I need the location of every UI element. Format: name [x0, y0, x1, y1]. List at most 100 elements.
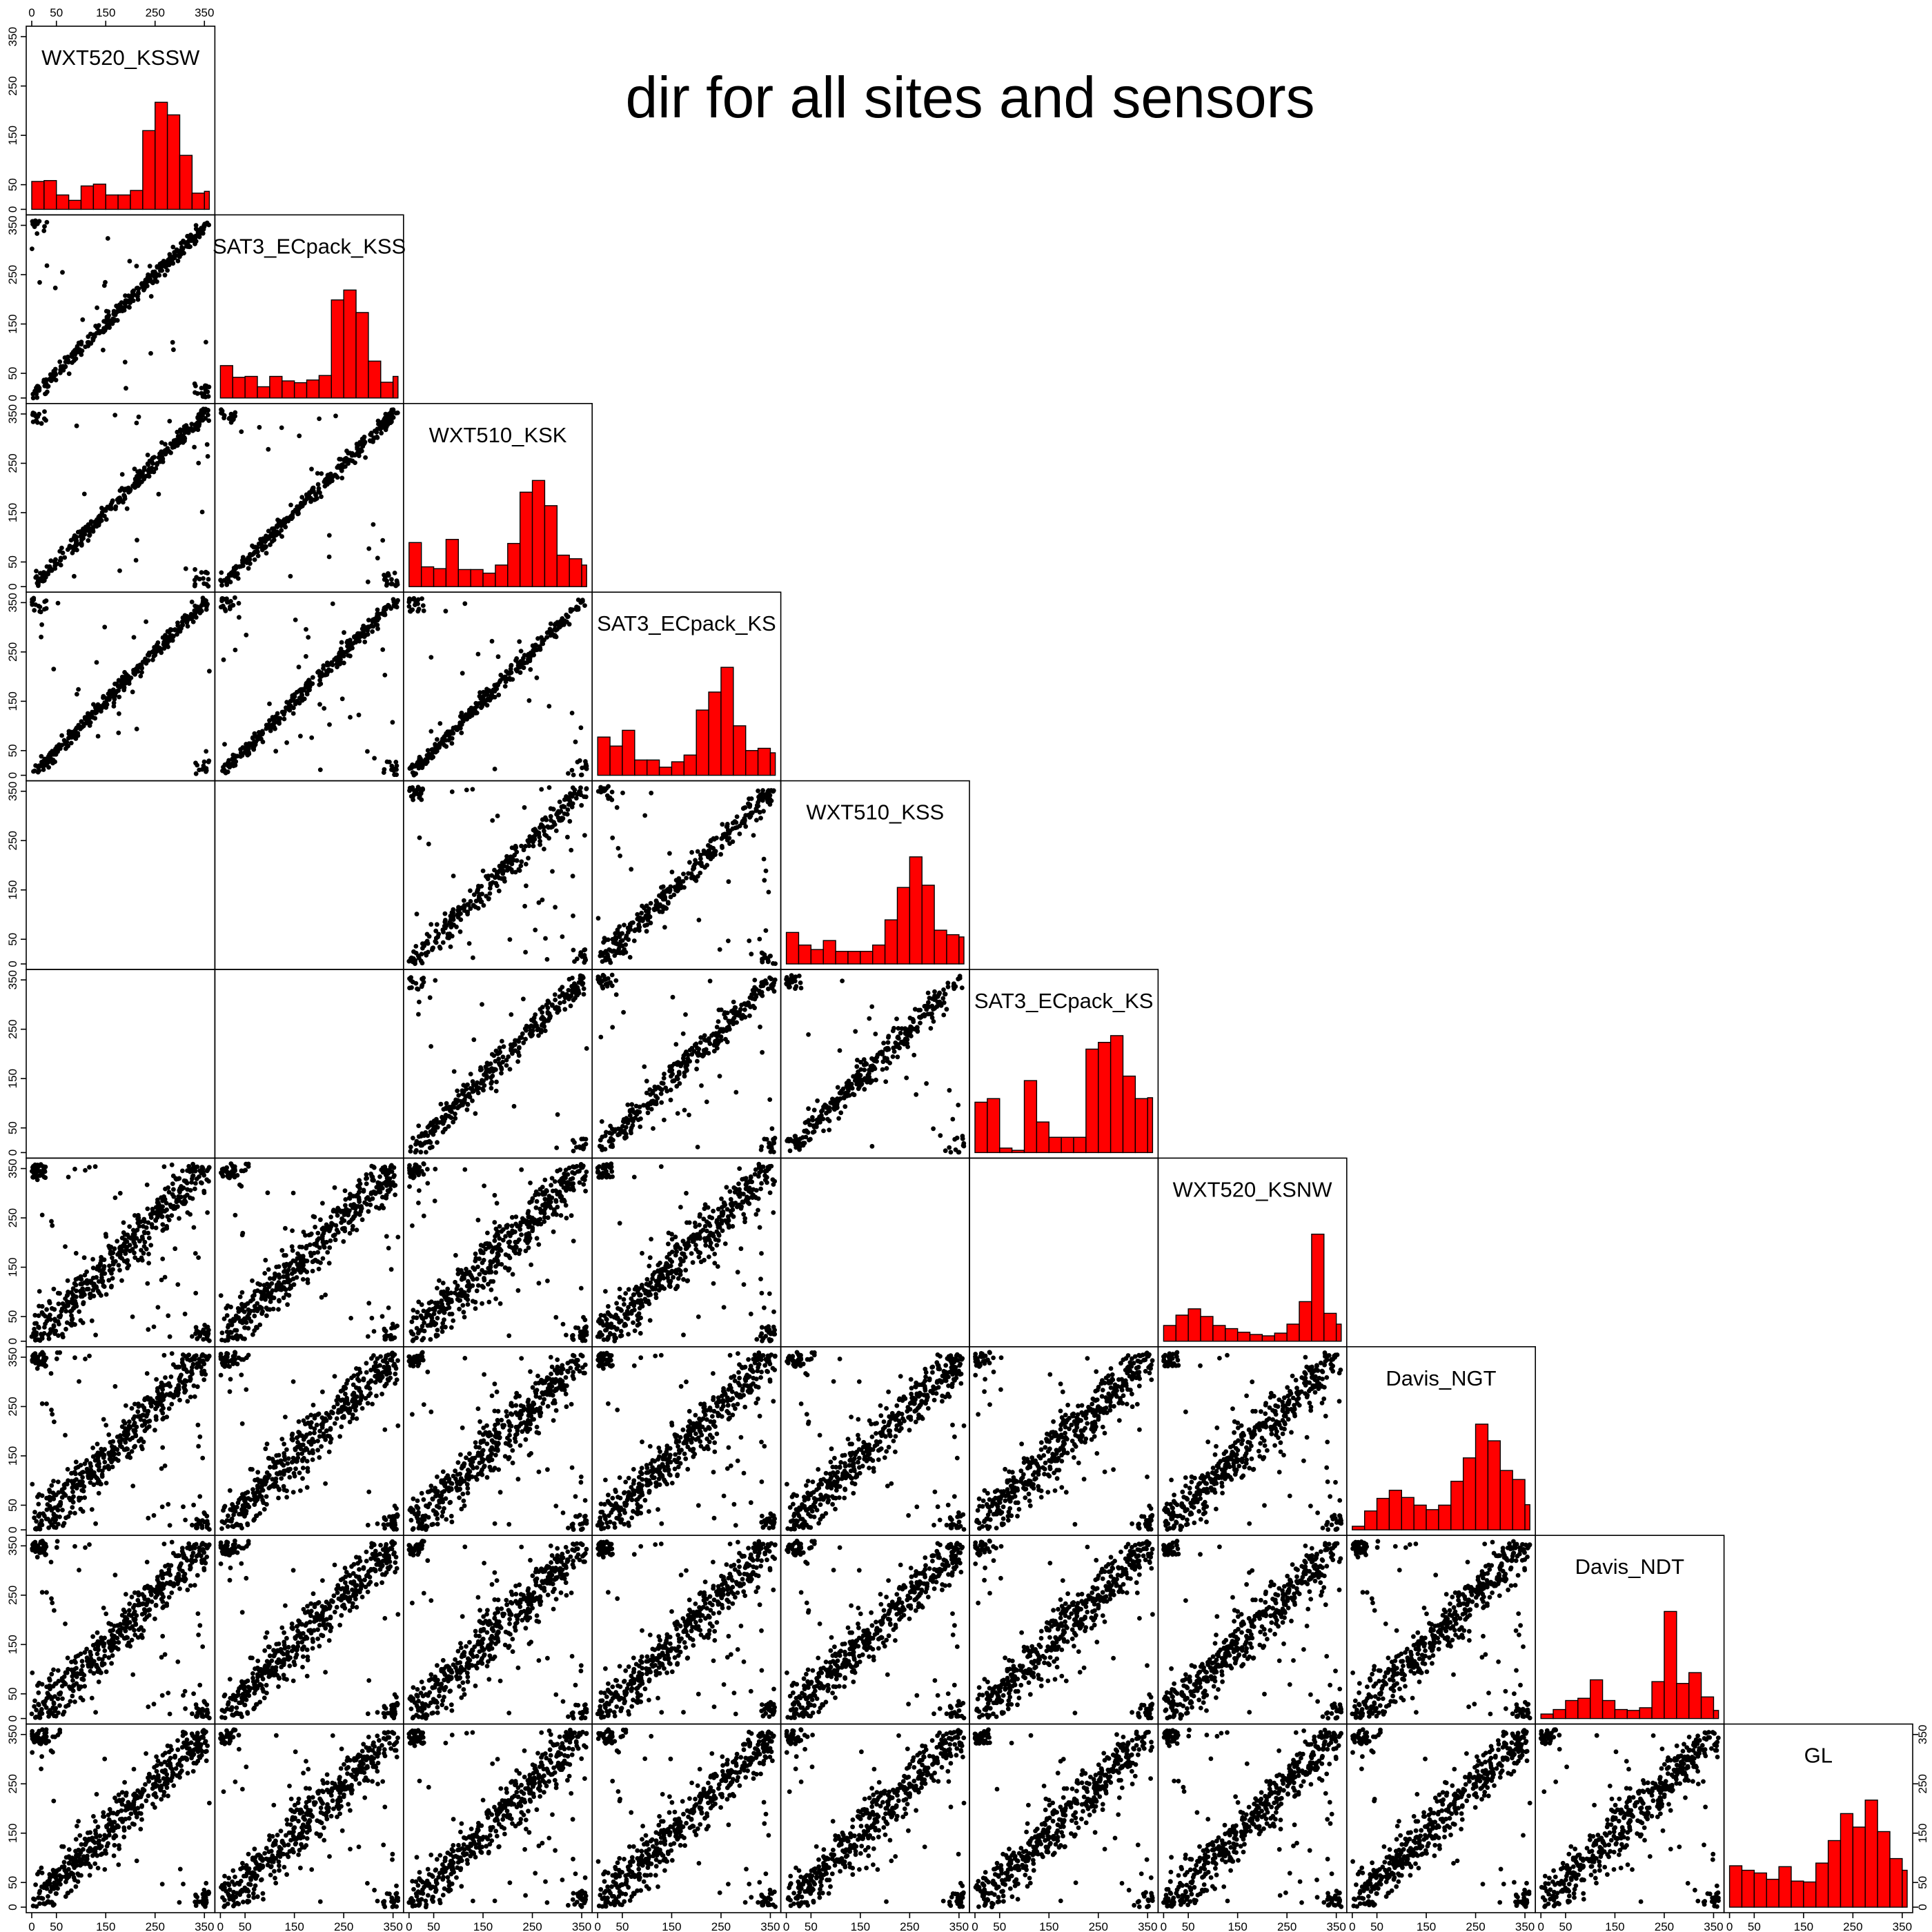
scatter-point — [68, 538, 74, 543]
scatter-point — [124, 1244, 130, 1250]
scatter-point — [90, 1265, 96, 1270]
scatter-point — [148, 351, 153, 356]
scatter-point — [199, 1181, 204, 1185]
scatter-point — [60, 1334, 66, 1340]
scatter-point — [394, 772, 399, 778]
scatter-point — [629, 867, 634, 872]
scatter-point — [116, 1263, 121, 1268]
scatter-point — [102, 624, 108, 630]
scatter-point — [283, 1225, 288, 1231]
scatter-point — [389, 411, 395, 416]
scatter-point — [645, 1105, 651, 1111]
scatter-point — [446, 1106, 451, 1111]
scatter-point — [694, 1066, 699, 1072]
scatter-point — [205, 408, 210, 413]
scatter-point — [192, 578, 197, 582]
scatter-point — [59, 1306, 65, 1312]
scatter-point — [110, 1255, 115, 1261]
scatter-point — [356, 712, 362, 718]
scatter-point — [885, 1045, 891, 1051]
scatter-point — [468, 1072, 473, 1076]
scatter-point — [553, 1006, 558, 1011]
scatter-point — [141, 1223, 146, 1229]
scatter-point — [599, 1119, 604, 1124]
scatter-point — [82, 715, 88, 720]
scatter-point — [381, 607, 386, 613]
scatter-point — [117, 1268, 122, 1273]
scatter-point — [266, 1267, 271, 1272]
hist-bar — [343, 289, 357, 399]
scatter-point — [406, 598, 412, 602]
scatter-point — [767, 954, 773, 959]
scatter-point — [891, 1049, 897, 1054]
scatter-point — [246, 749, 251, 755]
scatter-point — [577, 980, 582, 985]
scatter-point — [321, 663, 326, 668]
scatter-point — [273, 716, 277, 720]
scatter-point — [146, 472, 151, 477]
scatter-point — [621, 1117, 627, 1122]
scatter-point — [948, 1150, 954, 1155]
scatter-point — [557, 994, 562, 999]
scatter-point — [495, 682, 501, 688]
scatter-point — [119, 300, 124, 305]
scatter-point — [451, 1119, 456, 1125]
scatter-point — [119, 486, 125, 491]
scatter-point — [202, 1330, 207, 1336]
scatter-point — [362, 639, 368, 644]
scatter-point — [647, 906, 651, 911]
scatter-point — [537, 644, 542, 649]
panel-2-0 — [26, 402, 216, 593]
scatter-point — [125, 1258, 130, 1263]
scatter-point — [159, 1277, 164, 1283]
hist-bar — [798, 944, 812, 965]
scatter-point — [184, 613, 190, 619]
scatter-point — [433, 743, 438, 748]
scatter-point — [639, 910, 644, 916]
hist-bar — [43, 179, 57, 210]
scatter-point — [39, 753, 44, 759]
scatter-point — [536, 900, 542, 905]
scatter-point — [141, 467, 147, 473]
scatter-point — [228, 1161, 234, 1166]
scatter-point — [668, 884, 673, 889]
scatter-point — [79, 339, 84, 344]
scatter-point — [644, 929, 649, 934]
scatter-point — [502, 684, 508, 689]
hist-bar — [1048, 1136, 1062, 1154]
scatter-point — [75, 1276, 81, 1281]
scatter-point — [97, 517, 102, 522]
scatter-point — [39, 1212, 45, 1218]
scatter-point — [485, 698, 491, 702]
scatter-point — [465, 1102, 471, 1107]
scatter-point — [669, 869, 675, 875]
scatter-point — [898, 1030, 903, 1036]
scatter-point — [667, 1068, 672, 1074]
scatter-point — [566, 802, 571, 807]
scatter-point — [115, 1239, 120, 1244]
hist-bar — [683, 754, 697, 776]
scatter-point — [762, 1136, 767, 1142]
scatter-point — [293, 618, 298, 622]
scatter-point — [89, 1318, 95, 1323]
scatter-point — [97, 331, 102, 335]
scatter-point — [414, 911, 420, 917]
scatter-point — [259, 736, 264, 742]
scatter-point — [416, 607, 422, 612]
scatter-point — [509, 1012, 514, 1017]
scatter-point — [124, 386, 128, 391]
scatter-point — [164, 449, 169, 455]
scatter-point — [74, 1288, 79, 1294]
scatter-point — [73, 1250, 79, 1256]
scatter-point — [75, 344, 80, 349]
scatter-point — [858, 1067, 864, 1072]
scatter-point — [642, 1064, 647, 1070]
scatter-point — [34, 1177, 40, 1183]
scatter-point — [578, 785, 583, 791]
scatter-point — [471, 1082, 476, 1087]
scatter-point — [739, 820, 745, 826]
panel-2-2: WXT510_KSK — [402, 402, 593, 593]
scatter-point — [365, 1334, 371, 1339]
scatter-point — [827, 1118, 832, 1123]
scatter-point — [938, 1133, 943, 1138]
